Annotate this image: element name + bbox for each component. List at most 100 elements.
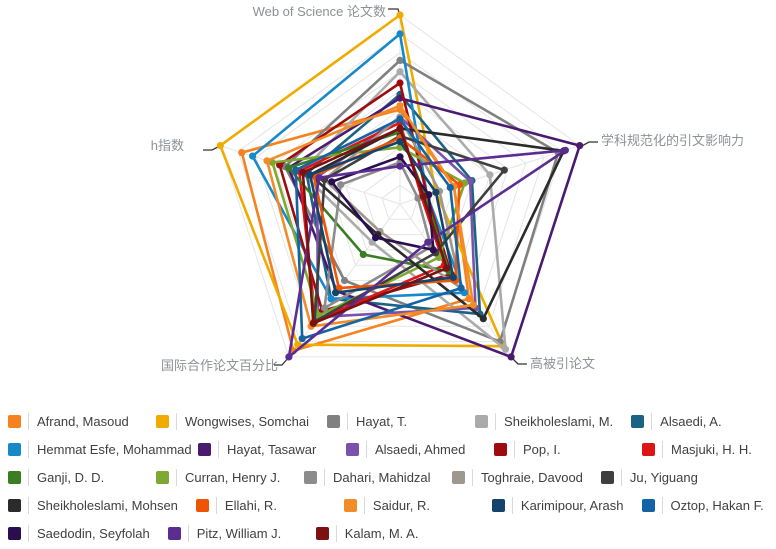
legend-swatch-icon bbox=[198, 443, 211, 456]
series-point bbox=[396, 153, 404, 161]
legend-divider bbox=[363, 497, 365, 514]
legend-label: Toghraie, Davood bbox=[481, 470, 583, 485]
series-point bbox=[501, 345, 510, 353]
series-point bbox=[285, 353, 293, 361]
legend-swatch-icon bbox=[304, 471, 317, 484]
grid-ring bbox=[237, 33, 563, 343]
legend-item-alsaedi-ahmed[interactable]: Alsaedi, Ahmed bbox=[346, 440, 476, 459]
radar-chart-container: Web of Science 论文数 学科规范化的引文影响力 高被引论文 国际合… bbox=[150, 4, 745, 373]
legend-label: Hayat, T. bbox=[356, 414, 408, 429]
legend-swatch-icon bbox=[327, 415, 341, 428]
series-polygon bbox=[323, 161, 433, 310]
series-point bbox=[238, 149, 246, 157]
series-point bbox=[249, 152, 257, 160]
legend-item-kalam-m-a-[interactable]: Kalam, M. A. bbox=[315, 524, 446, 543]
series-point bbox=[479, 315, 487, 323]
legend-item-afrand-masoud[interactable]: Afrand, Masoud bbox=[8, 412, 138, 431]
legend-swatch-icon bbox=[475, 415, 489, 428]
legend-item-ellahi-r-[interactable]: Ellahi, R. bbox=[195, 496, 326, 515]
legend-divider bbox=[347, 413, 349, 430]
legend-row: Sheikholeslami, Mohsen Ellahi, R. Saidur, … bbox=[8, 496, 772, 515]
legend-swatch-icon bbox=[8, 471, 21, 484]
legend-label: Hayat, Tasawar bbox=[227, 442, 317, 457]
series-polygon bbox=[323, 115, 463, 290]
series-point bbox=[396, 79, 404, 87]
legend-label: Wongwises, Somchai bbox=[185, 414, 310, 429]
series-point bbox=[396, 11, 404, 19]
legend-item-hayat-tasawar[interactable]: Hayat, Tasawar bbox=[198, 440, 328, 459]
legend-label: Ellahi, R. bbox=[224, 498, 277, 513]
series-point bbox=[446, 184, 454, 192]
legend-label: Karimipour, Arash bbox=[520, 498, 624, 513]
series-point bbox=[414, 194, 422, 202]
legend-item-ganji-d-d-[interactable]: Ganji, D. D. bbox=[8, 468, 138, 487]
series-point bbox=[500, 166, 508, 174]
legend-item-alsaedi-a-[interactable]: Alsaedi, A. bbox=[631, 412, 761, 431]
legend-label: Alsaedi, Ahmed bbox=[375, 442, 466, 457]
series-point bbox=[425, 191, 433, 199]
legend-row: Afrand, Masoud Wongwises, Somchai Hayat, T… bbox=[8, 412, 772, 431]
legend-label: Afrand, Masoud bbox=[37, 414, 129, 429]
legend-item-hayat-t-[interactable]: Hayat, T. bbox=[327, 412, 457, 431]
legend-item-saidur-r-[interactable]: Saidur, R. bbox=[343, 496, 474, 515]
legend-item-curran-henry-j-[interactable]: Curran, Henry J. bbox=[156, 468, 286, 487]
legend-divider bbox=[366, 441, 367, 458]
legend-swatch-icon bbox=[8, 415, 21, 428]
legend-item-saedodin-seyfolah[interactable]: Saedodin, Seyfolah bbox=[8, 524, 150, 543]
legend-item-masjuki-h-h-[interactable]: Masjuki, H. H. bbox=[642, 440, 772, 459]
legend-swatch-icon bbox=[452, 471, 465, 484]
legend-item-pop-i-[interactable]: Pop, I. bbox=[494, 440, 624, 459]
legend-label: Alsaedi, A. bbox=[660, 414, 722, 429]
series-point bbox=[372, 234, 380, 242]
series-point bbox=[332, 289, 340, 297]
legend-swatch-icon bbox=[346, 443, 359, 456]
legend-label: Masjuki, H. H. bbox=[671, 442, 752, 457]
legend-item-toghraie-davood[interactable]: Toghraie, Davood bbox=[452, 468, 583, 487]
legend-label: Sheikholeslami, M. bbox=[504, 414, 614, 429]
axis-label-cnci: 学科规范化的引文影响力 bbox=[601, 133, 745, 148]
legend-label: Saedodin, Seyfolah bbox=[37, 526, 150, 541]
legend-label: Ganji, D. D. bbox=[37, 470, 105, 485]
legend-swatch-icon bbox=[8, 527, 21, 540]
legend-divider bbox=[651, 413, 653, 430]
series-point bbox=[315, 174, 323, 182]
legend-swatch-icon bbox=[631, 415, 645, 428]
legend-item-oztop-hakan-f-[interactable]: Oztop, Hakan F. bbox=[641, 496, 772, 515]
legend-item-ju-yiguang[interactable]: Ju, Yiguang bbox=[600, 468, 731, 487]
legend-label: Sheikholeslami, Mohsen bbox=[37, 498, 178, 513]
series-polygon bbox=[294, 117, 463, 340]
legend-item-wongwises-somchai[interactable]: Wongwises, Somchai bbox=[156, 412, 309, 431]
grid-ring bbox=[363, 165, 437, 236]
chart-legend: Afrand, Masoud Wongwises, Somchai Hayat, T… bbox=[8, 412, 772, 543]
legend-swatch-icon bbox=[156, 471, 169, 484]
series-point bbox=[443, 264, 451, 272]
series-point bbox=[340, 276, 349, 285]
series-point bbox=[455, 181, 463, 189]
legend-item-karimipour-arash[interactable]: Karimipour, Arash bbox=[491, 496, 624, 515]
legend-item-pitz-william-j-[interactable]: Pitz, William J. bbox=[167, 524, 298, 543]
legend-label: Pop, I. bbox=[523, 442, 561, 457]
axis-label-h-index: h指数 bbox=[150, 138, 184, 153]
series-point bbox=[432, 188, 440, 196]
axis-label-intl-collab: 国际合作论文百分比 bbox=[160, 358, 278, 373]
legend-item-dahari-mahidzal[interactable]: Dahari, Mahidzal bbox=[304, 468, 434, 487]
legend-divider bbox=[28, 441, 29, 458]
legend-item-hemmat-esfe-mohammad[interactable]: Hemmat Esfe, Mohammad bbox=[8, 440, 192, 459]
legend-swatch-icon bbox=[642, 443, 655, 456]
legend-row: Ganji, D. D. Curran, Henry J. Dahari, Mahi… bbox=[8, 468, 772, 487]
series-polygon bbox=[287, 149, 567, 359]
series-point bbox=[396, 94, 404, 102]
legend-swatch-icon bbox=[195, 499, 209, 512]
legend-item-sheikholeslami-m-[interactable]: Sheikholeslami, M. bbox=[475, 412, 613, 431]
legend-label: Kalam, M. A. bbox=[344, 526, 419, 541]
legend-divider bbox=[215, 497, 217, 514]
legend-divider bbox=[176, 469, 177, 486]
legend-item-sheikholeslami-mohsen[interactable]: Sheikholeslami, Mohsen bbox=[8, 496, 178, 515]
legend-divider bbox=[28, 469, 29, 486]
legend-label: Oztop, Hakan F. bbox=[670, 498, 764, 513]
legend-swatch-icon bbox=[343, 499, 357, 512]
axis-label-wos-docs: Web of Science 论文数 bbox=[252, 4, 386, 19]
legend-divider bbox=[176, 413, 177, 430]
series-karimipour-arash bbox=[306, 138, 457, 297]
series-saedodin-seyfolah bbox=[328, 153, 437, 254]
